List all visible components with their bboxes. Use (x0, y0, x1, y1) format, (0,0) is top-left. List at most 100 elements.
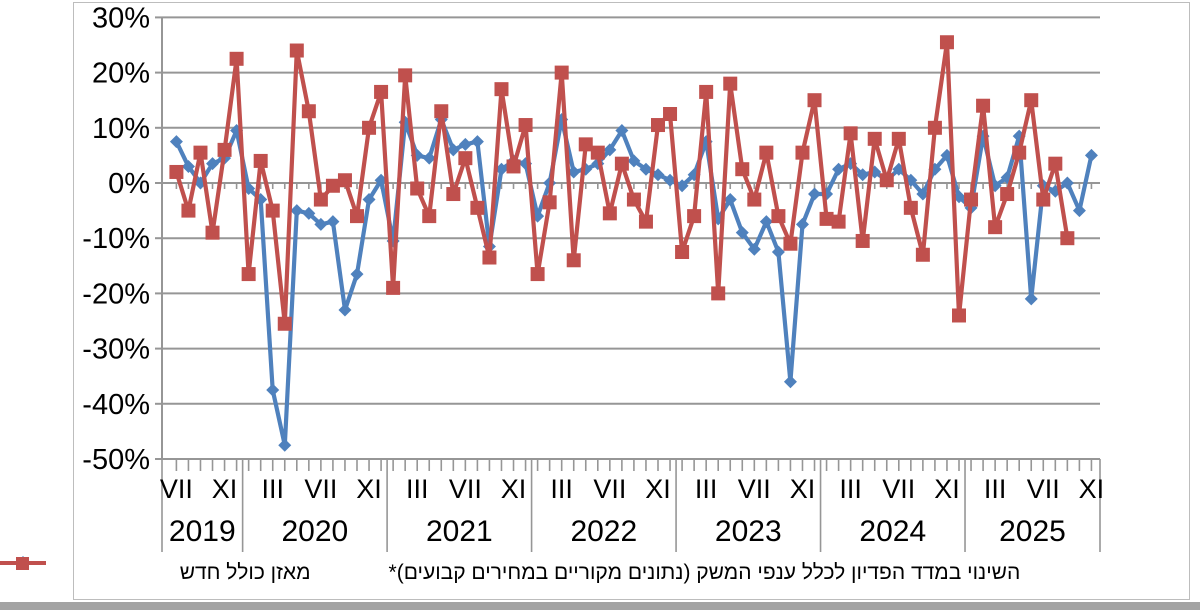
data-point-square (602, 206, 617, 221)
data-point-square (651, 118, 665, 133)
data-point-square (265, 203, 280, 218)
year-separators (161, 459, 1101, 552)
data-point-square (313, 192, 328, 207)
year-label: 2019 (169, 515, 236, 548)
data-point-square (711, 286, 726, 301)
month-tick-label: XI (356, 474, 382, 504)
year-label: 2024 (859, 515, 926, 548)
year-label: 2025 (999, 515, 1066, 548)
data-point-square (181, 203, 196, 218)
month-tick-label: III (695, 474, 718, 504)
data-point-square (1000, 187, 1015, 202)
data-point-diamond (1084, 148, 1098, 162)
data-point-square (350, 209, 364, 224)
data-point-square (229, 51, 244, 66)
data-point-diamond (338, 303, 352, 317)
month-ticks (175, 183, 1093, 471)
data-point-diamond (916, 187, 930, 201)
data-point-square (783, 236, 798, 251)
data-point-diamond (856, 168, 870, 182)
data-point-square (253, 153, 268, 168)
data-point-square (819, 211, 834, 226)
month-tick-label: VII (160, 474, 193, 504)
data-point-square (831, 214, 846, 229)
data-point-square (915, 247, 930, 262)
year-label: 2022 (570, 515, 637, 548)
data-point-diamond (458, 137, 472, 151)
y-axis-tick-label: -20% (82, 278, 150, 310)
data-point-square (988, 220, 1003, 235)
data-point-square (470, 200, 485, 215)
data-point-diamond (314, 217, 328, 231)
data-point-square (976, 98, 991, 113)
data-point-square (614, 156, 629, 171)
data-point-square (410, 181, 425, 196)
data-point-diamond (1024, 292, 1038, 306)
month-tick-label: XI (790, 474, 816, 504)
month-tick-label: III (261, 474, 284, 504)
y-axis-tick-label: -40% (82, 389, 150, 421)
data-point-diamond (832, 162, 846, 176)
x-axis-labels: VII XI III VII XI III VII XI III VII XI III VII XI III… (160, 474, 1104, 504)
data-point-square (301, 104, 316, 119)
data-point-square (1060, 231, 1075, 246)
year-label: 2020 (281, 515, 348, 548)
data-point-square (1048, 156, 1063, 171)
chart-object-border (73, 2, 1190, 600)
legend-entry-balance: מאזן כולל חדש (0, 556, 311, 585)
data-point-square (169, 164, 184, 179)
data-point-square (241, 267, 256, 282)
data-point-square (891, 131, 906, 146)
data-point-square (578, 137, 593, 152)
y-axis-tick-label: 30% (92, 2, 150, 34)
chart-legend: מאזן כולל חדש השינוי במדד הפדיון לכלל ענ… (0, 556, 1200, 590)
month-tick-label: VII (304, 474, 337, 504)
data-point-square (855, 233, 870, 248)
data-point-diamond (1072, 204, 1086, 218)
month-tick-label: XI (934, 474, 960, 504)
data-point-diamond (302, 206, 316, 220)
data-point-square (530, 267, 545, 282)
data-point-square (927, 120, 942, 135)
month-tick-label: III (406, 474, 429, 504)
data-point-square (952, 308, 966, 323)
data-point-square (939, 35, 954, 50)
month-tick-label: III (839, 474, 862, 504)
data-point-diamond (362, 193, 376, 207)
data-point-square (422, 209, 437, 224)
month-tick-label: III (550, 474, 573, 504)
data-point-diamond (181, 159, 195, 173)
data-point-square (277, 316, 292, 331)
data-point-square (362, 120, 377, 135)
data-point-diamond (266, 383, 280, 397)
data-point-diamond (808, 187, 822, 201)
data-point-square (494, 82, 509, 97)
y-axis-tick-label: -50% (82, 444, 150, 476)
data-point-square (1036, 192, 1051, 207)
data-point-square (398, 68, 413, 83)
month-tick-label: III (984, 474, 1007, 504)
data-point-square (337, 173, 352, 188)
month-tick-label: XI (501, 474, 527, 504)
data-point-square (446, 187, 461, 202)
month-tick-label: XI (212, 474, 238, 504)
data-point-square (699, 84, 714, 99)
month-tick-label: VII (449, 474, 482, 504)
data-point-square (1024, 93, 1039, 108)
data-point-square (687, 209, 702, 224)
data-point-diamond (747, 242, 761, 256)
data-point-diamond (326, 215, 340, 229)
month-tick-label: VII (738, 474, 771, 504)
data-point-diamond (446, 143, 460, 157)
data-point-square (807, 93, 822, 108)
legend-entry-revenue: השינוי במדד הפדיון לכלל ענפי המשק (נתוני… (0, 557, 1020, 585)
y-axis-tick-label: -10% (82, 223, 150, 255)
revenue-series (169, 35, 1075, 331)
legend-label-balance: מאזן כולל חדש (179, 561, 311, 584)
data-point-square (879, 173, 894, 188)
data-point-square (626, 192, 641, 207)
y-axis-tick-label: 20% (92, 58, 150, 90)
data-point-square (542, 195, 557, 210)
revenue-series-marker-icon (0, 557, 46, 570)
